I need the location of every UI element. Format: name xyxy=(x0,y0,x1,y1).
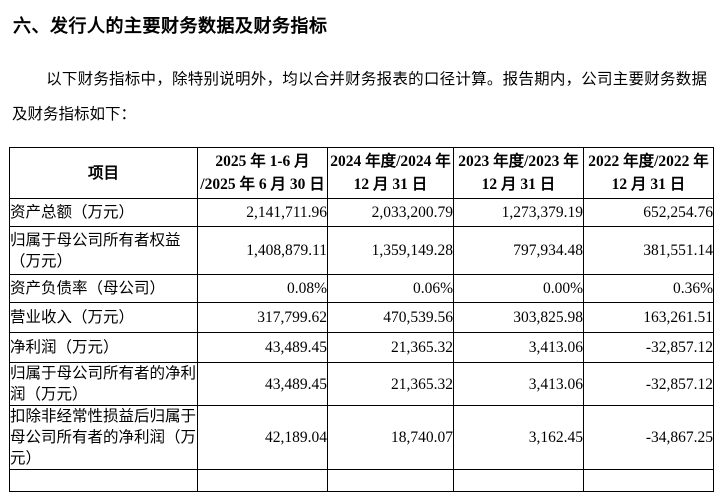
header-label: /2025 年 6 月 30 日 xyxy=(200,176,325,193)
row-value-cell: 163,261.51 xyxy=(583,302,714,333)
table-row: 扣除非经常性损益后归属于母公司所有者的净利润（万元） 42,189.04 18,74… xyxy=(9,405,714,470)
row-value-cell: 18,740.07 xyxy=(327,405,454,470)
financial-table-body: 资产总额（万元） 2,141,711.96 2,033,200.79 1,273,37… xyxy=(9,198,714,492)
table-row: 净利润（万元） 43,489.45 21,365.32 3,413.06 -32,857… xyxy=(9,332,714,363)
row-item-label: 资产总额（万元） xyxy=(9,198,198,227)
row-value-cell: 42,189.04 xyxy=(197,405,328,470)
table-row: 资产总额（万元） 2,141,711.96 2,033,200.79 1,273,37… xyxy=(9,198,714,227)
row-value-cell: -32,857.12 xyxy=(583,332,714,363)
table-row: 营业收入（万元） 317,799.62 470,539.56 303,825.98 16… xyxy=(9,302,714,333)
section-title: 六、发行人的主要财务数据及财务指标 xyxy=(13,16,328,36)
header-cell-2022: 2022 年度/2022 年 12 月 31 日 xyxy=(583,147,714,199)
row-value-cell: 1,408,879.11 xyxy=(197,226,328,275)
header-cell-2023: 2023 年度/2023 年 12 月 31 日 xyxy=(453,147,584,199)
row-value-cell xyxy=(327,469,454,492)
financial-table-header: 项目 2025 年 1-6 月 /2025 年 6 月 30 日 2024 年度… xyxy=(9,147,714,199)
header-label: 2023 年度/2023 年 xyxy=(458,153,579,170)
table-row: 归属于母公司所有者权益（万元） 1,408,879.11 1,359,149.28 7… xyxy=(9,226,714,275)
row-value-cell: 43,489.45 xyxy=(197,332,328,363)
header-cell-item: 项目 xyxy=(9,147,198,199)
row-value-cell: 3,413.06 xyxy=(453,362,584,406)
row-value-cell: 43,489.45 xyxy=(197,362,328,406)
header-row: 项目 2025 年 1-6 月 /2025 年 6 月 30 日 2024 年度… xyxy=(9,147,714,199)
row-value-cell: 1,273,379.19 xyxy=(453,198,584,227)
row-item-label: 资产负债率（母公司） xyxy=(9,274,198,303)
row-item-label: 扣除非经常性损益后归属于母公司所有者的净利润（万元） xyxy=(9,405,198,470)
row-value-cell: 0.00% xyxy=(453,274,584,303)
row-item-label: 归属于母公司所有者的净利润（万元） xyxy=(9,362,198,406)
row-value-cell: 0.06% xyxy=(327,274,454,303)
financial-table-container: 项目 2025 年 1-6 月 /2025 年 6 月 30 日 2024 年度… xyxy=(9,147,714,492)
row-value-cell: 303,825.98 xyxy=(453,302,584,333)
row-item-label: 营业收入（万元） xyxy=(9,302,198,333)
row-value-cell: -32,857.12 xyxy=(583,362,714,406)
header-label: 12 月 31 日 xyxy=(481,176,556,193)
row-value-cell: 21,365.32 xyxy=(327,362,454,406)
row-value-cell: 2,033,200.79 xyxy=(327,198,454,227)
header-label: 12 月 31 日 xyxy=(611,176,686,193)
financial-table: 项目 2025 年 1-6 月 /2025 年 6 月 30 日 2024 年度… xyxy=(9,147,714,492)
row-value-cell xyxy=(453,469,584,492)
row-value-cell: 2,141,711.96 xyxy=(197,198,328,227)
row-value-cell: 0.36% xyxy=(583,274,714,303)
row-value-cell: 797,934.48 xyxy=(453,226,584,275)
row-value-cell: 381,551.14 xyxy=(583,226,714,275)
row-item-label: 归属于母公司所有者权益（万元） xyxy=(9,226,198,275)
row-item-label: 净利润（万元） xyxy=(9,332,198,363)
header-cell-2025: 2025 年 1-6 月 /2025 年 6 月 30 日 xyxy=(197,147,328,199)
header-cell-2024: 2024 年度/2024 年 12 月 31 日 xyxy=(327,147,454,199)
row-value-cell xyxy=(197,469,328,492)
row-item-label xyxy=(9,469,198,492)
header-label: 项目 xyxy=(87,164,119,182)
document-page: { "page": { "section_title": "六、发行人的主要财务… xyxy=(0,14,717,492)
header-label: 2022 年度/2022 年 xyxy=(588,153,709,170)
row-value-cell: 0.08% xyxy=(197,274,328,303)
table-row-partial xyxy=(9,469,714,492)
header-label: 2024 年度/2024 年 xyxy=(330,153,451,170)
row-value-cell: 317,799.62 xyxy=(197,302,328,333)
intro-paragraph: 以下财务指标中，除特别说明外，均以合并财务报表的口径计算。报告期内，公司主要财务… xyxy=(12,71,707,123)
row-value-cell: -34,867.25 xyxy=(583,405,714,470)
row-value-cell xyxy=(583,469,714,492)
row-value-cell: 3,162.45 xyxy=(453,405,584,470)
row-value-cell: 21,365.32 xyxy=(327,332,454,363)
header-label: 2025 年 1-6 月 xyxy=(215,153,310,170)
table-row: 资产负债率（母公司） 0.08% 0.06% 0.00% 0.36% xyxy=(9,274,714,303)
row-value-cell: 3,413.06 xyxy=(453,332,584,363)
row-value-cell: 1,359,149.28 xyxy=(327,226,454,275)
row-value-cell: 652,254.76 xyxy=(583,198,714,227)
header-label: 12 月 31 日 xyxy=(353,176,428,193)
table-row: 归属于母公司所有者的净利润（万元） 43,489.45 21,365.32 3,413… xyxy=(9,362,714,406)
row-value-cell: 470,539.56 xyxy=(327,302,454,333)
